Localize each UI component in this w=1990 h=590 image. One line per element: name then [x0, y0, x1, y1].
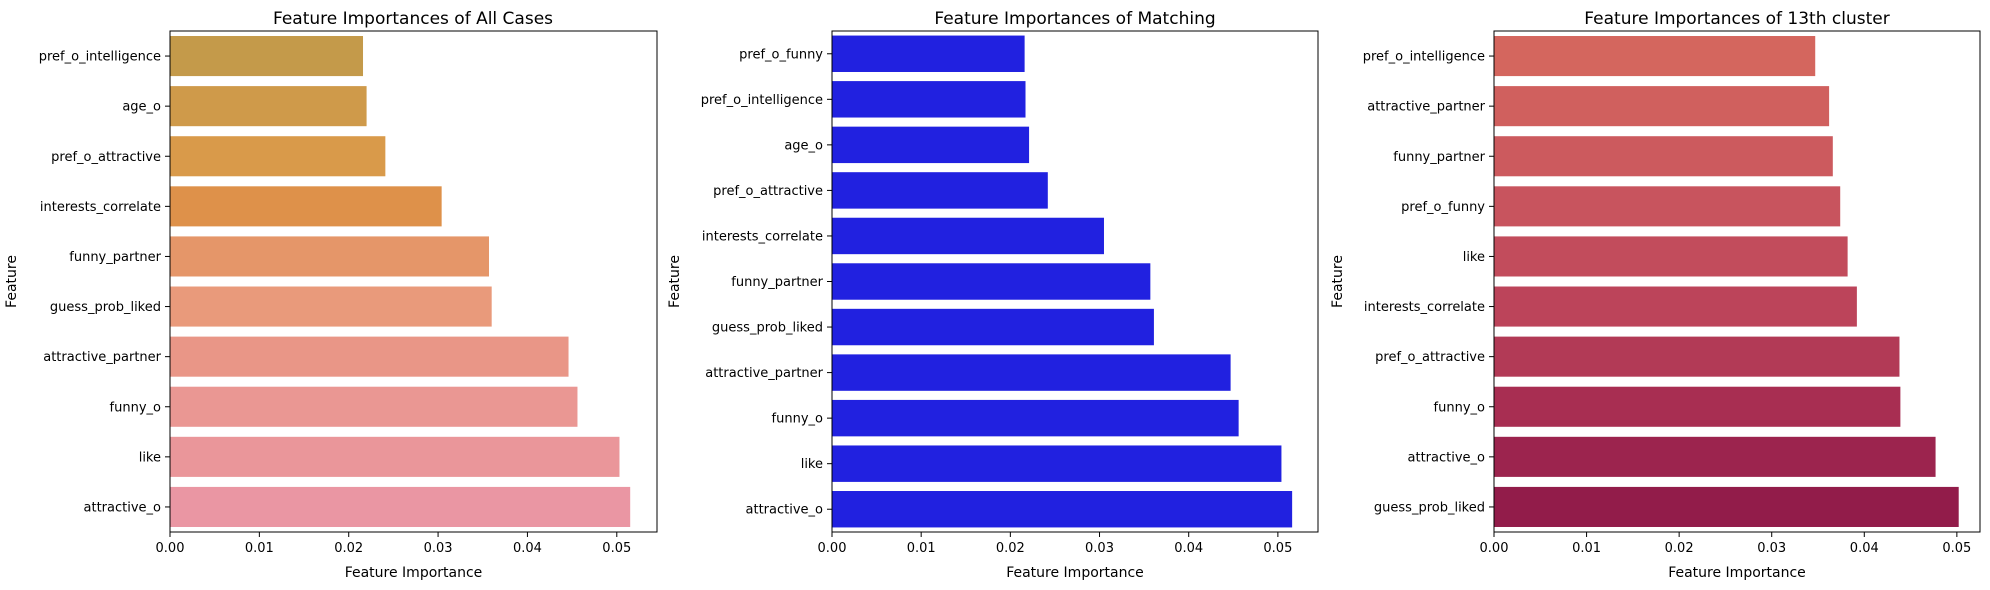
bar: [170, 336, 569, 377]
y-tick-label: age_o: [122, 100, 161, 115]
y-tick-label: pref_o_funny: [739, 47, 823, 62]
x-tick-label: 0.05: [1263, 541, 1292, 556]
y-tick-label: attractive_partner: [1367, 100, 1485, 115]
bar: [832, 399, 1239, 437]
y-tick-label: interests_correlate: [1364, 300, 1485, 315]
bar: [1494, 136, 1833, 177]
x-tick-label: 0.00: [156, 541, 185, 556]
y-axis-label: Feature: [667, 255, 683, 308]
x-tick-label: 0.02: [334, 541, 363, 556]
y-tick-label: funny_partner: [69, 250, 161, 265]
y-tick-label: funny_partner: [1393, 150, 1485, 165]
y-tick-label: like: [139, 450, 161, 465]
x-tick-label: 0.03: [1085, 541, 1114, 556]
chart-panel-1: Feature Importances of All Cases pref_o_i…: [4, 9, 658, 581]
chart-panel-2: Feature Importances of Matching pref_o_fu…: [667, 9, 1319, 581]
y-tick-label: pref_o_attractive: [51, 150, 161, 165]
bar: [1494, 36, 1816, 77]
bar: [170, 486, 631, 527]
y-axis-label: Feature: [1330, 255, 1346, 308]
x-tick-label: 0.05: [1942, 541, 1971, 556]
bar: [832, 217, 1104, 255]
y-tick-label: pref_o_intelligence: [701, 93, 823, 108]
y-tick-label: pref_o_attractive: [713, 184, 823, 199]
bar: [1494, 86, 1830, 127]
y-tick-label: attractive_o: [746, 503, 824, 518]
y-tick-label: attractive_o: [84, 500, 162, 515]
y-tick-label: like: [1463, 250, 1485, 265]
x-tick-label: 0.05: [602, 541, 631, 556]
x-tick-label: 0.00: [818, 541, 847, 556]
chart-title: Feature Importances of Matching: [934, 9, 1215, 29]
bar: [170, 236, 490, 277]
y-axis-label: Feature: [4, 255, 20, 308]
bar: [832, 172, 1048, 209]
y-tick-label: guess_prob_liked: [1374, 500, 1485, 515]
x-tick-label: 0.01: [245, 541, 274, 556]
x-axis-label: Feature Importance: [1668, 565, 1806, 581]
y-tick-label: attractive_partner: [705, 366, 823, 381]
x-tick-label: 0.01: [1572, 541, 1601, 556]
x-tick-label: 0.02: [1665, 541, 1694, 556]
y-tick-label: funny_o: [1434, 400, 1485, 415]
y-tick-label: age_o: [784, 138, 823, 153]
bar: [1494, 336, 1900, 377]
bar: [832, 491, 1293, 528]
bar: [832, 35, 1025, 72]
bar: [1494, 486, 1959, 527]
x-tick-label: 0.02: [996, 541, 1025, 556]
bar: [170, 386, 578, 427]
bar: [832, 81, 1026, 118]
bar: [1494, 236, 1848, 277]
bar: [832, 354, 1231, 391]
bar: [1494, 436, 1936, 477]
bar: [170, 436, 620, 477]
y-tick-label: funny_o: [110, 400, 161, 415]
bar: [170, 136, 386, 177]
bar: [170, 186, 442, 227]
bar: [832, 126, 1030, 164]
bar: [1494, 286, 1857, 327]
x-tick-label: 0.03: [1757, 541, 1786, 556]
chart-title: Feature Importances of All Cases: [273, 9, 553, 29]
x-tick-label: 0.04: [1174, 541, 1203, 556]
x-tick-label: 0.04: [1850, 541, 1879, 556]
axes-frame: [831, 30, 1319, 533]
y-tick-label: pref_o_attractive: [1375, 350, 1485, 365]
y-tick-label: funny_o: [772, 412, 823, 427]
bar: [1494, 386, 1901, 427]
y-tick-label: attractive_o: [1408, 450, 1486, 465]
bar: [832, 263, 1151, 300]
y-tick-label: attractive_partner: [43, 350, 161, 365]
y-tick-label: pref_o_intelligence: [39, 50, 161, 65]
x-tick-label: 0.00: [1480, 541, 1509, 556]
y-tick-label: pref_o_intelligence: [1363, 50, 1485, 65]
y-tick-label: interests_correlate: [702, 229, 823, 244]
bar: [1494, 186, 1841, 227]
x-tick-label: 0.04: [513, 541, 542, 556]
x-axis-label: Feature Importance: [1006, 565, 1144, 581]
bar: [170, 286, 492, 327]
chart-title: Feature Importances of 13th cluster: [1584, 9, 1889, 29]
x-tick-label: 0.01: [907, 541, 936, 556]
y-tick-label: pref_o_funny: [1401, 200, 1485, 215]
bar: [832, 445, 1282, 482]
y-tick-label: guess_prob_liked: [712, 321, 823, 336]
x-tick-label: 0.03: [424, 541, 453, 556]
chart-panel-3: Feature Importances of 13th cluster pref_…: [1330, 9, 1981, 581]
axes-frame: [1493, 30, 1981, 533]
bar: [170, 36, 364, 77]
x-axis-label: Feature Importance: [345, 565, 483, 581]
y-tick-label: funny_partner: [731, 275, 823, 290]
bar: [832, 308, 1154, 346]
axes-frame: [169, 30, 658, 533]
bar: [170, 86, 367, 127]
y-tick-label: guess_prob_liked: [50, 300, 161, 315]
y-tick-label: interests_correlate: [40, 200, 161, 215]
y-tick-label: like: [801, 457, 823, 472]
